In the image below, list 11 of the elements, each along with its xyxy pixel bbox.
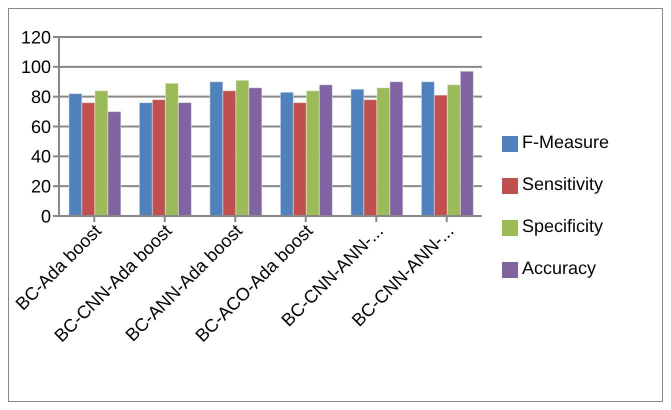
legend-label: Accuracy — [522, 258, 596, 278]
legend-label: Specificity — [522, 216, 604, 236]
y-tick-label: 80 — [30, 87, 51, 108]
y-tick-label: 0 — [40, 206, 51, 226]
y-tick-label: 20 — [30, 176, 51, 197]
legend-label: F-Measure — [522, 132, 610, 152]
y-tick-label: 60 — [30, 116, 51, 137]
y-tick-label: 40 — [30, 146, 51, 167]
y-tick-label: 100 — [20, 57, 51, 78]
y-tick-label: 120 — [20, 27, 51, 48]
legend-label: Sensitivity — [522, 174, 604, 194]
